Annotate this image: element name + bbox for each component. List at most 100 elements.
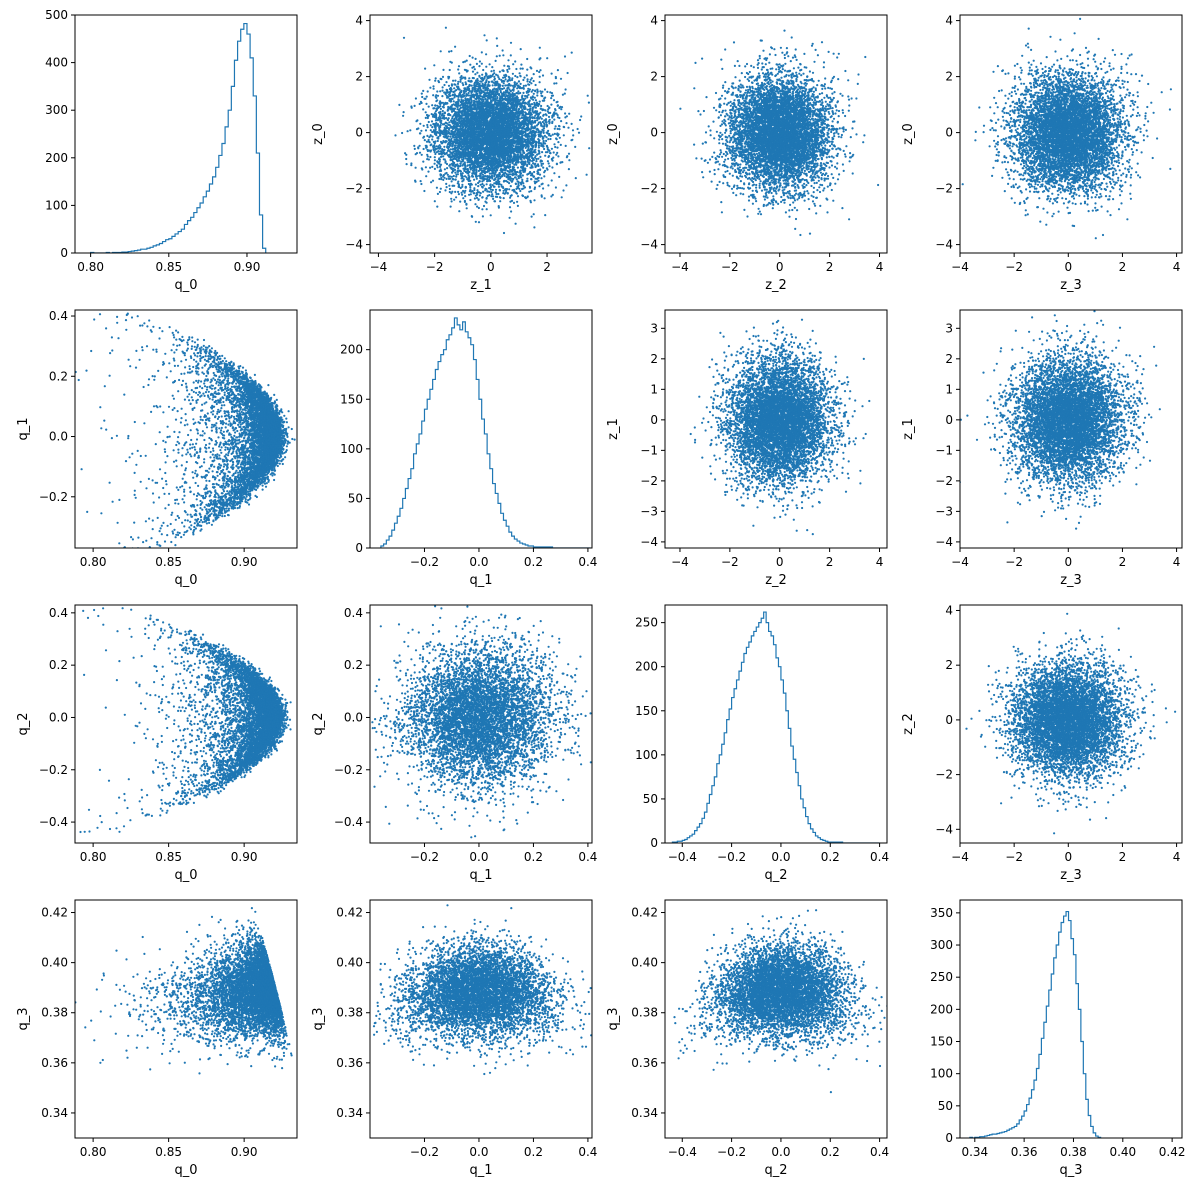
scatter-point	[403, 111, 405, 113]
scatter-point	[516, 201, 518, 203]
scatter-point	[539, 69, 541, 71]
scatter-point	[415, 120, 417, 122]
scatter-point	[476, 72, 478, 74]
scatter-point	[507, 151, 509, 153]
scatter-point	[406, 163, 408, 165]
scatter-point	[468, 161, 470, 163]
scatter-point	[449, 69, 451, 71]
scatter-point	[515, 68, 517, 70]
scatter-point	[538, 150, 540, 152]
scatter-point	[439, 115, 441, 117]
scatter-point	[558, 176, 560, 178]
scatter-point	[435, 100, 437, 102]
scatter-point	[462, 197, 464, 199]
scatter-point	[586, 174, 588, 176]
scatter-point	[539, 101, 541, 103]
scatter-point	[454, 46, 456, 48]
scatter-point	[475, 183, 477, 185]
scatter-point	[434, 163, 436, 165]
scatter-point	[546, 167, 548, 169]
scatter-point	[531, 77, 533, 79]
scatter-point	[438, 178, 440, 180]
scatter-point	[496, 37, 498, 39]
scatter-point	[521, 105, 523, 107]
scatter-point	[580, 115, 582, 117]
scatter-point	[428, 158, 430, 160]
scatter-point	[468, 183, 470, 185]
scatter-point	[450, 198, 452, 200]
scatter-point	[537, 172, 539, 174]
scatter-point	[527, 109, 529, 111]
scatter-point	[471, 67, 473, 69]
scatter-point	[496, 55, 498, 57]
scatter-point	[474, 98, 476, 100]
scatter-point	[587, 95, 589, 97]
scatter-point	[561, 106, 563, 108]
scatter-point	[551, 148, 553, 150]
scatter-point	[535, 160, 537, 162]
scatter-point	[527, 83, 529, 85]
scatter-point	[560, 161, 562, 163]
scatter-point	[440, 175, 442, 177]
scatter-point	[462, 168, 464, 170]
scatter-point	[478, 65, 480, 67]
scatter-point	[457, 124, 459, 126]
scatter-point	[527, 125, 529, 127]
scatter-point	[450, 50, 452, 52]
scatter-point	[495, 191, 497, 193]
scatter-point	[458, 72, 460, 74]
scatter-point	[536, 110, 538, 112]
scatter-point	[455, 102, 457, 104]
scatter-point	[588, 147, 590, 149]
axes-frame	[75, 15, 297, 253]
scatter-point	[523, 185, 525, 187]
scatter-point	[481, 162, 483, 164]
scatter-point	[534, 178, 536, 180]
scatter-point	[447, 124, 449, 126]
scatter-point	[509, 201, 511, 203]
scatter-point	[511, 94, 513, 96]
scatter-point	[517, 205, 519, 207]
scatter-point	[577, 128, 579, 130]
scatter-point	[560, 120, 562, 122]
scatter-point	[485, 66, 487, 68]
scatter-point	[467, 170, 469, 172]
scatter-point	[456, 118, 458, 120]
scatter-point	[508, 88, 510, 90]
scatter-point	[493, 200, 495, 202]
scatter-point	[420, 180, 422, 182]
scatter-point	[534, 186, 536, 188]
scatter-point	[523, 77, 525, 79]
scatter-point	[486, 39, 488, 41]
scatter-point	[490, 189, 492, 191]
scatter-point	[538, 185, 540, 187]
scatter-point	[421, 93, 423, 95]
scatter-point	[461, 194, 463, 196]
scatter-point	[425, 145, 427, 147]
scatter-point	[486, 183, 488, 185]
scatter-point	[540, 142, 542, 144]
scatter-point	[464, 192, 466, 194]
y-tick-label: 0	[60, 246, 68, 260]
scatter-point	[551, 166, 553, 168]
scatter-point	[511, 79, 513, 81]
scatter-point	[557, 69, 559, 71]
scatter-point	[420, 130, 422, 132]
scatter-point	[458, 210, 460, 212]
scatter-point	[564, 112, 566, 114]
scatter-point	[450, 143, 452, 145]
scatter-point	[421, 154, 423, 156]
scatter-point	[488, 167, 490, 169]
scatter-point	[537, 158, 539, 160]
scatter-point	[445, 122, 447, 124]
scatter-point	[536, 94, 538, 96]
scatter-point	[568, 113, 570, 115]
scatter-point	[452, 148, 454, 150]
scatter-point	[530, 190, 532, 192]
scatter-point	[432, 136, 434, 138]
scatter-point	[478, 207, 480, 209]
scatter-point	[555, 113, 557, 115]
scatter-point	[479, 180, 481, 182]
scatter-point	[547, 110, 549, 112]
scatter-point	[455, 176, 457, 178]
